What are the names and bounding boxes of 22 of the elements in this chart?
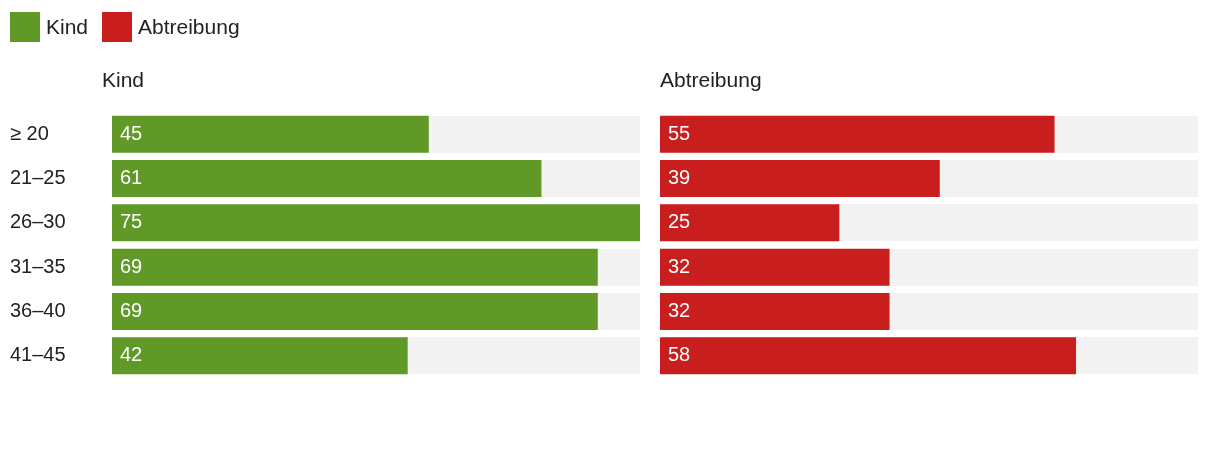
y-tick-label: 21–25 — [10, 166, 66, 189]
y-tick-label: 26–30 — [10, 210, 66, 233]
data-label: 45 — [120, 121, 143, 144]
data-label: 25 — [668, 210, 691, 233]
data-label: 75 — [120, 210, 143, 233]
data-label: 32 — [668, 254, 691, 277]
data-label: 55 — [668, 121, 691, 144]
data-label: 58 — [668, 343, 691, 366]
y-tick-label: ≥ 20 — [10, 121, 49, 144]
y-tick-label: 31–35 — [10, 254, 66, 277]
data-label: 42 — [120, 343, 143, 366]
legend-label: Kind — [46, 15, 89, 39]
data-label: 39 — [668, 166, 691, 189]
chart-title: Kind — [102, 68, 145, 93]
data-label: 69 — [120, 254, 143, 277]
data-label: 32 — [668, 299, 691, 322]
y-tick-label: 36–40 — [10, 299, 66, 322]
data-label: 61 — [120, 166, 143, 189]
legend-label: Abtreibung — [138, 15, 240, 39]
chart-title: Abtreibung — [660, 68, 762, 93]
data-label: 69 — [120, 299, 143, 322]
y-tick-label: 41–45 — [10, 343, 66, 366]
